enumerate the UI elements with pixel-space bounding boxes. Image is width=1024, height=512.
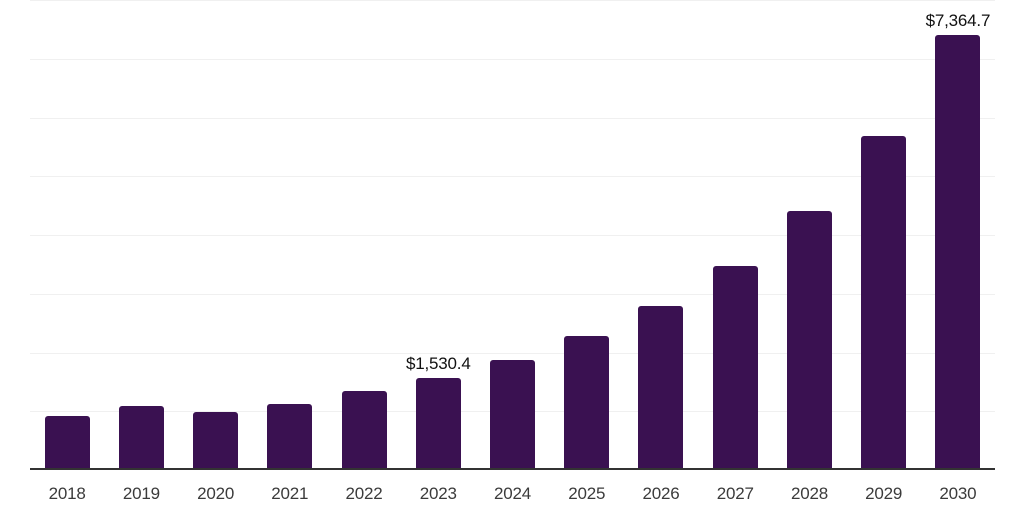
bar-column-2026: [624, 0, 698, 468]
bar-column-2023: $1,530.4: [401, 0, 475, 468]
x-tick-2030: 2030: [939, 484, 977, 503]
bar-2028: [786, 210, 832, 468]
bar-column-2024: [475, 0, 549, 468]
bar-2022: [341, 390, 387, 468]
bar-column-2021: [253, 0, 327, 468]
gridline-7000: [30, 58, 995, 60]
bar-2018: [44, 415, 90, 468]
bar-column-2029: [847, 0, 921, 468]
bar-column-2019: [104, 0, 178, 468]
bar-2029: [861, 136, 907, 468]
bar-column-2027: [698, 0, 772, 468]
x-tick-2021: 2021: [271, 484, 309, 503]
bar-2020: [193, 412, 239, 468]
bar-column-2025: [550, 0, 624, 468]
gridline-2000: [30, 352, 995, 354]
x-tick-2019: 2019: [122, 484, 160, 503]
x-tick-2024: 2024: [494, 484, 532, 503]
bar-2019: [118, 406, 164, 468]
bar-2030: [935, 35, 981, 468]
x-tick-2029: 2029: [865, 484, 903, 503]
bar-2023: [415, 378, 461, 468]
bar-2021: [267, 404, 313, 468]
x-tick-2028: 2028: [790, 484, 828, 503]
x-tick-2026: 2026: [642, 484, 680, 503]
x-tick-2023: 2023: [419, 484, 457, 503]
bar-column-2018: [30, 0, 104, 468]
bar-2025: [564, 336, 610, 468]
data-label-2030: $7,364.7: [925, 11, 991, 31]
x-tick-2025: 2025: [568, 484, 606, 503]
bar-2026: [638, 306, 684, 468]
bar-column-2020: [178, 0, 252, 468]
x-tick-2027: 2027: [716, 484, 754, 503]
gridline-8000: [30, 0, 995, 1]
bar-2027: [712, 265, 758, 468]
data-label-2023: $1,530.4: [406, 354, 471, 374]
gridline-5000: [30, 176, 995, 178]
plot-area: $1,530.4 $7,364.7: [30, 0, 995, 470]
bar-column-2028: [772, 0, 846, 468]
gridline-3000: [30, 293, 995, 295]
gridline-6000: [30, 117, 995, 119]
gridline-4000: [30, 235, 995, 236]
x-tick-2022: 2022: [345, 484, 383, 503]
bar-column-2030: $7,364.7: [921, 0, 995, 468]
x-axis-labels: 2018 2019 2020 2021 2022 2023 2024 2025 2026 2027…: [30, 472, 995, 502]
x-tick-2018: 2018: [48, 484, 86, 503]
bars-container: $1,530.4 $7,364.7: [30, 0, 995, 468]
x-tick-2020: 2020: [197, 484, 235, 503]
bar-2024: [490, 359, 536, 468]
bar-column-2022: [327, 0, 401, 468]
